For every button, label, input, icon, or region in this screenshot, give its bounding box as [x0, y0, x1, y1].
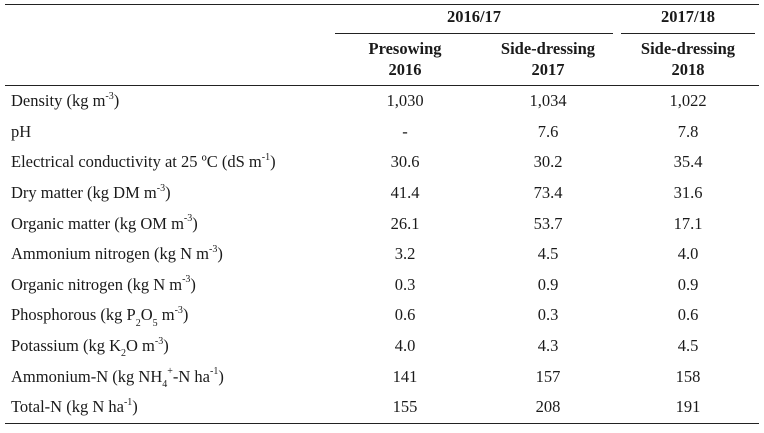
row-label: Organic nitrogen (kg N m-3): [11, 274, 196, 294]
sub-header-label: Presowing: [368, 39, 442, 58]
table-row-dry-matter: Dry matter (kg DM m-3) 41.4 73.4 31.6: [5, 178, 759, 209]
cell-side-dressing-2018: 35.4: [673, 152, 703, 172]
cell-side-dressing-2018: 4.0: [677, 244, 699, 264]
cell-presowing-2016: 155: [392, 397, 418, 417]
cell-presowing-2016: 0.3: [394, 274, 416, 294]
cell-presowing-2016: 4.0: [394, 336, 416, 356]
table-row-ph: pH - 7.6 7.8: [5, 117, 759, 148]
sub-header-label: Side-dressing: [640, 39, 736, 58]
row-label: Phosphorous (kg P2O5 m-3): [11, 304, 189, 329]
table-row-organic-matter: Organic matter (kg OM m-3) 26.1 53.7 17.…: [5, 208, 759, 239]
cell-presowing-2016: 41.4: [390, 183, 420, 203]
sub-header-presowing-2016: Presowing 2016: [331, 35, 479, 86]
cell-side-dressing-2017: 73.4: [533, 183, 563, 203]
cell-side-dressing-2017: 53.7: [533, 213, 563, 233]
row-label: pH: [11, 121, 32, 141]
sub-header-blank: [5, 35, 331, 86]
row-label: Electrical conductivity at 25 ºC (dS m-1…: [11, 151, 276, 172]
table-row-total-n: Total-N (kg N ha-1) 155 208 191: [5, 392, 759, 424]
sub-header-year: 2016: [388, 60, 422, 79]
header-blank: [5, 5, 331, 36]
cell-side-dressing-2018: 4.5: [677, 336, 699, 356]
cell-side-dressing-2018: 31.6: [673, 183, 703, 203]
cell-side-dressing-2017: 157: [535, 366, 561, 386]
group-header-2016-17: 2016/17: [331, 5, 617, 36]
sub-header-row: Presowing 2016 Side-dressing 2017 Side-d…: [5, 35, 759, 86]
row-label: Density (kg m-3): [11, 90, 120, 111]
cell-side-dressing-2018: 0.6: [677, 305, 699, 325]
cell-side-dressing-2017: 0.3: [537, 305, 559, 325]
table-row-potassium: Potassium (kg K2O m-3) 4.0 4.3 4.5: [5, 331, 759, 362]
cell-presowing-2016: -: [402, 121, 408, 141]
sub-header-side-dressing-2017: Side-dressing 2017: [479, 35, 617, 86]
group-header-label: 2016/17: [335, 7, 613, 34]
sub-header-side-dressing-2018: Side-dressing 2018: [617, 35, 759, 86]
cell-side-dressing-2018: 191: [675, 397, 701, 417]
row-label: Ammonium-N (kg NH4+-N ha-1): [11, 366, 224, 390]
table-row-ammonium-n: Ammonium-N (kg NH4+-N ha-1) 141 157 158: [5, 361, 759, 392]
group-header-row: 2016/17 2017/18: [5, 4, 759, 36]
cell-side-dressing-2018: 17.1: [673, 213, 703, 233]
table-row-ammonium-nitrogen: Ammonium nitrogen (kg N m-3) 3.2 4.5 4.0: [5, 239, 759, 270]
table-row-organic-nitrogen: Organic nitrogen (kg N m-3) 0.3 0.9 0.9: [5, 270, 759, 301]
cell-presowing-2016: 30.6: [390, 152, 420, 172]
group-header-label: 2017/18: [621, 7, 755, 34]
cell-side-dressing-2017: 30.2: [533, 152, 563, 172]
cell-presowing-2016: 1,030: [386, 91, 424, 111]
cell-side-dressing-2017: 208: [535, 397, 561, 417]
table-row-density: Density (kg m-3) 1,030 1,034 1,022: [5, 86, 759, 117]
row-label: Potassium (kg K2O m-3): [11, 335, 169, 360]
cell-side-dressing-2018: 158: [675, 366, 701, 386]
cell-presowing-2016: 0.6: [394, 305, 416, 325]
cell-presowing-2016: 26.1: [390, 213, 420, 233]
cell-side-dressing-2017: 0.9: [537, 274, 559, 294]
cell-presowing-2016: 141: [392, 366, 418, 386]
sub-header-label: Side-dressing: [500, 39, 596, 58]
table-row-electrical-conductivity: Electrical conductivity at 25 ºC (dS m-1…: [5, 147, 759, 178]
sub-header-year: 2018: [671, 60, 705, 79]
row-label: Total-N (kg N ha-1): [11, 396, 138, 417]
cell-side-dressing-2017: 4.5: [537, 244, 559, 264]
cell-side-dressing-2017: 7.6: [537, 121, 559, 141]
row-label: Dry matter (kg DM m-3): [11, 182, 171, 203]
cell-side-dressing-2017: 4.3: [537, 336, 559, 356]
row-label: Ammonium nitrogen (kg N m-3): [11, 243, 223, 264]
cell-side-dressing-2018: 0.9: [677, 274, 699, 294]
cell-side-dressing-2018: 1,022: [669, 91, 707, 111]
group-header-2017-18: 2017/18: [617, 5, 759, 36]
cell-side-dressing-2017: 1,034: [529, 91, 567, 111]
row-label: Organic matter (kg OM m-3): [11, 213, 198, 233]
slurry-properties-table: 2016/17 2017/18 Presowing 2016 Side-dres…: [5, 4, 759, 424]
sub-header-year: 2017: [531, 60, 565, 79]
cell-side-dressing-2018: 7.8: [677, 121, 699, 141]
table-row-phosphorous: Phosphorous (kg P2O5 m-3) 0.6 0.3 0.6: [5, 300, 759, 331]
cell-presowing-2016: 3.2: [394, 244, 416, 264]
